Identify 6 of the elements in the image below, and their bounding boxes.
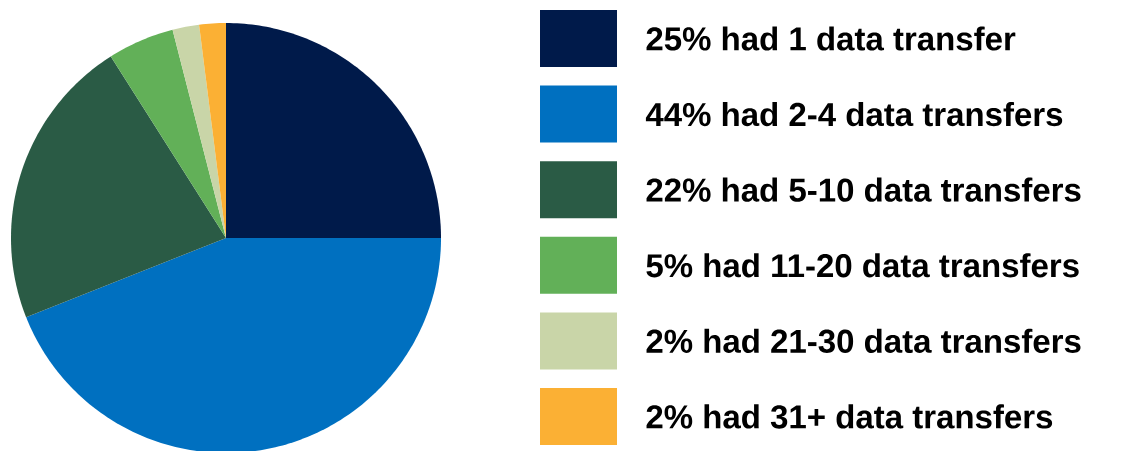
legend-label: 44% had 2-4 data transfers bbox=[645, 101, 1063, 127]
legend-label: 5% had 11-20 data transfers bbox=[646, 253, 1079, 278]
legend-label: 2% had 21-30 data transfers bbox=[646, 328, 1081, 354]
legend-label: 22% had 5-10 data transfers bbox=[646, 177, 1081, 202]
legend-label: 2% had 31+ data transfers bbox=[646, 404, 1053, 429]
legend-label: 25% had 1 data transfer bbox=[646, 26, 1016, 51]
